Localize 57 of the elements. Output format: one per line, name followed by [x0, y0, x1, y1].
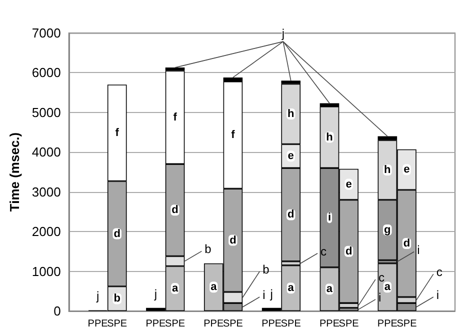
series-label: c: [378, 270, 384, 284]
y-tick-label: 0: [54, 304, 61, 318]
text: c: [320, 244, 327, 258]
text: h: [384, 164, 391, 176]
y-tick-label: 3000: [32, 184, 61, 200]
x-tick-label: SPE: [222, 318, 244, 330]
text: d: [230, 234, 236, 246]
text: i: [262, 288, 266, 302]
text: j: [270, 286, 273, 301]
series-label: e: [288, 150, 294, 162]
text: b: [262, 262, 270, 276]
text: a: [326, 283, 333, 296]
text: d: [288, 208, 294, 221]
text: h: [326, 131, 333, 144]
text: e: [404, 164, 410, 176]
series-label: d: [114, 228, 120, 240]
series-label: i: [328, 212, 332, 224]
series-label: j: [95, 289, 100, 304]
text: a: [384, 281, 390, 294]
series-label: f: [115, 126, 120, 139]
series-label: a: [210, 281, 218, 294]
text: a: [288, 282, 294, 294]
text: j: [154, 286, 158, 301]
x-tick-label: SPE: [280, 318, 302, 330]
series-label: b: [114, 292, 121, 305]
y-tick-label: 7000: [32, 26, 61, 40]
series-label: h: [288, 108, 295, 120]
x-tick-label: PPE: [146, 318, 166, 330]
text: d: [345, 245, 352, 258]
x-tick-label: PPE: [204, 318, 224, 330]
x-tick-label: SPE: [107, 318, 128, 330]
y-tick-label: 6000: [32, 65, 61, 80]
y-tick-label: 4000: [32, 144, 61, 160]
text: j: [282, 26, 284, 41]
text: i: [436, 288, 440, 302]
y-axis-title: Time (msec.): [7, 132, 22, 212]
text: e: [346, 178, 352, 190]
text: d: [172, 204, 178, 216]
y-tick-label: 1000: [32, 264, 61, 279]
x-tick-label: SPE: [396, 318, 418, 330]
text: i: [378, 290, 382, 304]
x-tick-label: SPE: [338, 318, 360, 330]
text: b: [204, 242, 212, 256]
x-tick-label: SPE: [165, 318, 186, 330]
y-tick-label: 2000: [32, 224, 61, 240]
x-tick-label: PPE: [262, 318, 282, 330]
y-tick-label: 5000: [32, 104, 61, 120]
text: a: [172, 282, 178, 295]
text: f: [173, 111, 177, 124]
x-tick-label: PPE: [377, 318, 398, 330]
text: c: [436, 265, 442, 280]
text: f: [231, 129, 235, 142]
x-tick-label: PPE: [319, 318, 340, 330]
text: d: [403, 237, 410, 250]
x-tick-label: PPE: [88, 318, 108, 330]
text: i: [417, 242, 420, 257]
series-label: g: [384, 224, 391, 236]
